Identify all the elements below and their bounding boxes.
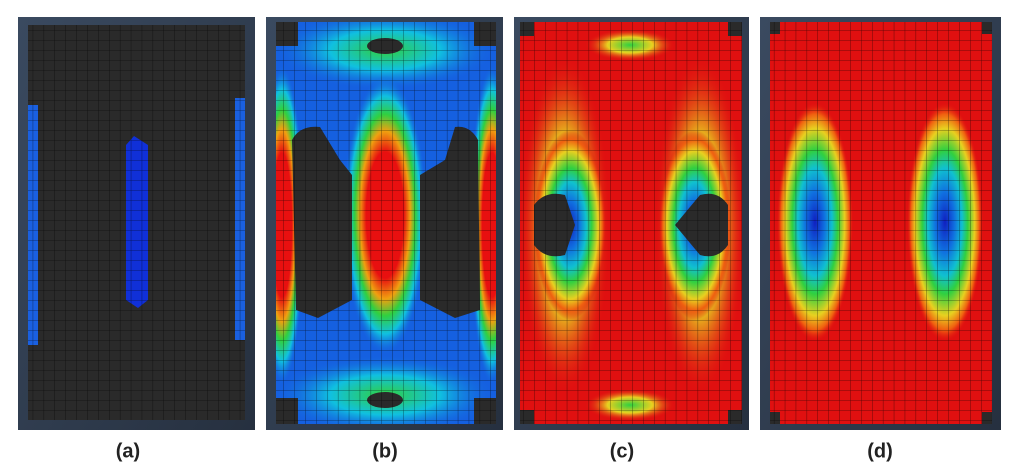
panel-label: (d) [867, 440, 893, 462]
mesh [520, 22, 742, 424]
mesh [276, 22, 496, 424]
mesh [28, 25, 245, 420]
panel-label: (b) [372, 440, 398, 462]
mesh [770, 22, 992, 424]
panel-label: (a) [116, 440, 140, 462]
panel-d: (d) [760, 17, 1001, 462]
panel-b: (b) [266, 17, 503, 462]
panel-a: (a) [18, 17, 255, 462]
panel-label: (c) [610, 440, 634, 462]
panel-c: (c) [514, 17, 749, 462]
